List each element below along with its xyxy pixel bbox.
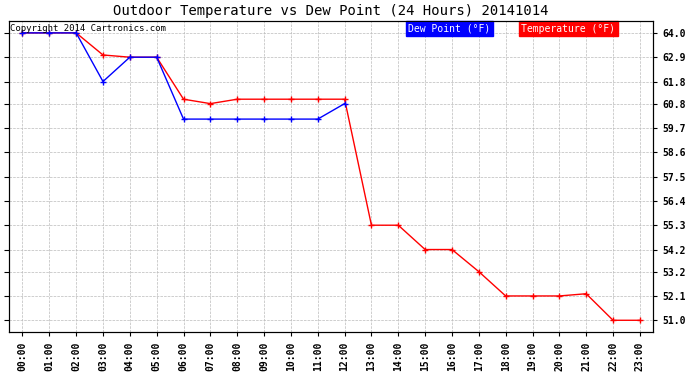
Text: Copyright 2014 Cartronics.com: Copyright 2014 Cartronics.com: [10, 24, 166, 33]
Title: Outdoor Temperature vs Dew Point (24 Hours) 20141014: Outdoor Temperature vs Dew Point (24 Hou…: [113, 4, 549, 18]
Text: Dew Point (°F): Dew Point (°F): [408, 24, 491, 34]
Text: Temperature (°F): Temperature (°F): [521, 24, 615, 34]
